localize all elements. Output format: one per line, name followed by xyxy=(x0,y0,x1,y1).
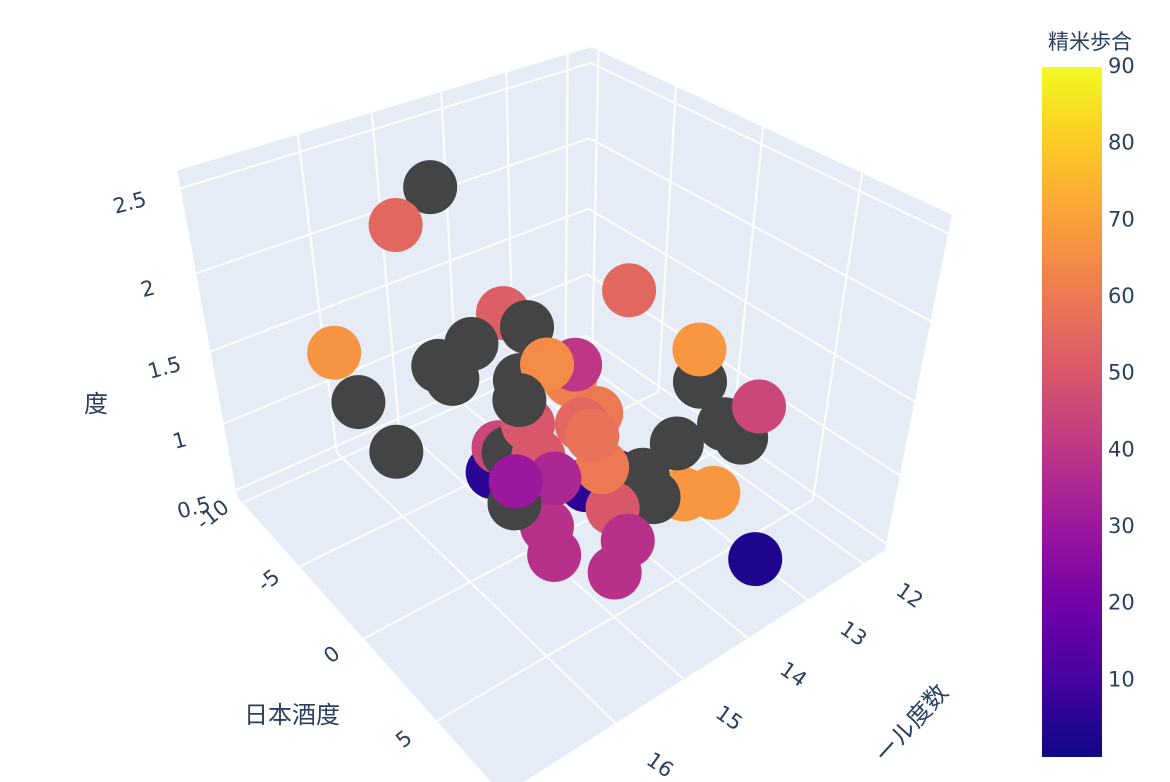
grid-line xyxy=(565,350,865,565)
z-tick-label: 1.5 xyxy=(145,352,183,384)
point xyxy=(686,465,741,520)
grid-line xyxy=(730,126,765,444)
wall-y xyxy=(586,47,952,550)
grid-line xyxy=(590,62,949,235)
point xyxy=(732,379,787,434)
grid-line xyxy=(589,137,932,323)
x-tick-label: -5 xyxy=(253,565,284,597)
y-axis-title: ール度数 xyxy=(869,679,954,769)
colorbar-tick-label: 10 xyxy=(1108,667,1135,691)
grid-line xyxy=(336,451,617,724)
colorbar-gradient xyxy=(1042,67,1102,757)
grid-line xyxy=(587,207,916,403)
z-tick-label: 2 xyxy=(138,276,157,303)
colorbar-tick-label: 20 xyxy=(1108,591,1135,615)
y-tick-label: 14 xyxy=(776,657,812,692)
point xyxy=(331,375,386,430)
y-tick-label: 12 xyxy=(892,578,928,613)
point xyxy=(369,424,424,479)
point xyxy=(425,351,480,406)
point xyxy=(368,198,423,253)
point xyxy=(672,322,727,377)
grid-line xyxy=(657,86,677,393)
point xyxy=(488,454,543,509)
grid-line xyxy=(210,207,589,353)
colorbar: 精米歩合 10 20 30 40 50 60 70 80 90 xyxy=(1042,30,1135,757)
colorbar-tick-label: 30 xyxy=(1108,514,1135,538)
grid-line xyxy=(296,134,338,453)
colorbar-tick-label: 90 xyxy=(1108,54,1135,78)
point xyxy=(527,451,582,506)
grid-line xyxy=(223,273,588,425)
colorbar-title: 精米歩合 xyxy=(1048,30,1132,54)
grid-line xyxy=(811,172,864,500)
point xyxy=(649,416,704,471)
grid-line xyxy=(591,50,600,347)
point xyxy=(492,373,547,428)
point xyxy=(728,532,783,587)
colorbar-tick-label: 40 xyxy=(1108,437,1135,461)
point xyxy=(527,527,582,582)
wall-x xyxy=(177,47,592,497)
colorbar-tick-label: 70 xyxy=(1108,207,1135,231)
z-tick-label: 2.5 xyxy=(111,187,149,219)
z-tick-label: 1 xyxy=(170,427,189,454)
point xyxy=(307,325,362,380)
point xyxy=(626,470,681,525)
z-axis-title: 度 xyxy=(84,390,108,418)
points xyxy=(307,160,787,600)
colorbar-tick-label: 60 xyxy=(1108,284,1135,308)
y-tick-label: 13 xyxy=(836,616,872,651)
x-tick-label: 5 xyxy=(391,726,416,753)
x-tick-label: 0 xyxy=(319,641,344,668)
point xyxy=(587,545,642,600)
grid-line xyxy=(180,61,592,190)
colorbar-tick-label: 80 xyxy=(1108,131,1135,155)
grid-line xyxy=(564,54,569,351)
x-axis-title: 日本酒度 xyxy=(244,701,340,729)
point xyxy=(403,160,458,215)
grid-line xyxy=(370,112,400,426)
colorbar-tick-label: 50 xyxy=(1108,361,1135,385)
y-tick-label: 15 xyxy=(711,701,747,736)
y-tick-label: 16 xyxy=(642,747,678,782)
point xyxy=(565,408,620,463)
point xyxy=(602,263,657,318)
